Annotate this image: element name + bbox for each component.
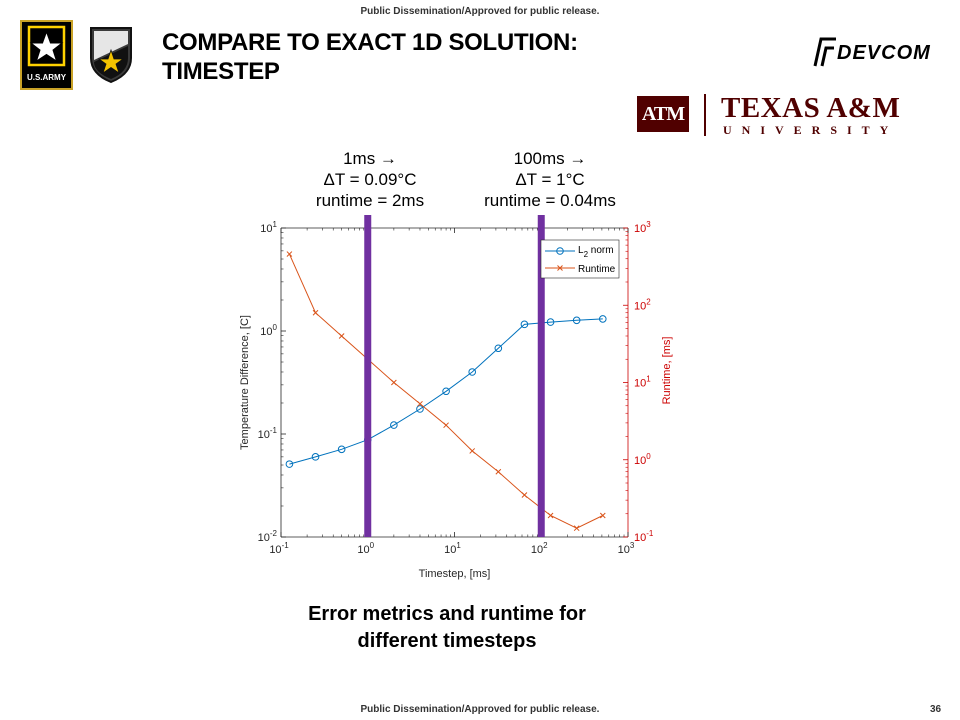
- x-tick-label: 10-1: [269, 541, 289, 556]
- x-axis-label: Timestep, [ms]: [419, 568, 491, 580]
- caption-line-2: different timesteps: [357, 630, 537, 652]
- legend-l2-marker: [556, 247, 564, 255]
- y-left-tick-label: 10-2: [258, 529, 278, 544]
- caption-line-1: Error metrics and runtime for: [308, 603, 586, 625]
- runtime-point: [599, 512, 606, 519]
- series-line-l2-norm: [289, 318, 603, 465]
- runtime-point: [391, 379, 397, 386]
- y-right-tick-label: 103: [634, 220, 651, 235]
- runtime-point: [469, 448, 476, 454]
- x-tick-label: 100: [357, 541, 374, 556]
- x-tick-label: 102: [531, 541, 548, 556]
- y-left-axis-label: Temperature Difference, [C]: [239, 315, 251, 450]
- devcom-logo: DEVCOM: [810, 36, 940, 72]
- l2-norm-point: [442, 387, 450, 396]
- l2-norm-point: [468, 368, 477, 376]
- devcom-mark-icon: [813, 37, 836, 67]
- runtime-point: [521, 492, 528, 498]
- l2-norm-point: [520, 320, 529, 329]
- tamu-divider: [704, 94, 706, 136]
- tamu-monogram: ATM: [637, 96, 689, 132]
- title-line-2: TIMESTEP: [162, 58, 280, 85]
- runtime-point: [443, 422, 449, 429]
- l2-norm-point: [572, 316, 581, 325]
- annotation-1ms: 1ms → ΔT = 0.09°C runtime = 2ms: [290, 148, 450, 211]
- l2-norm-point: [337, 445, 346, 454]
- page-number: 36: [930, 704, 942, 715]
- annotation-100ms-line1: 100ms →: [513, 149, 587, 168]
- plot-area: [281, 228, 628, 537]
- l2-norm-point: [311, 453, 320, 461]
- y-right-axis-label: Runtime, [ms]: [661, 337, 673, 405]
- tamu-university: UNIVERSITY: [723, 123, 899, 137]
- l2-norm-point: [285, 460, 294, 468]
- legend-runtime-label: Runtime: [578, 264, 616, 275]
- y-right-tick-label: 10-1: [634, 529, 654, 544]
- y-left-tick-label: 10-1: [258, 426, 278, 441]
- y-left-tick-label: 100: [260, 323, 277, 338]
- runtime-point: [312, 309, 319, 316]
- y-left-tick-label: 101: [260, 220, 277, 235]
- y-right-tick-label: 102: [634, 297, 651, 312]
- legend-l2-label: L2 norm: [578, 245, 614, 259]
- annotation-100ms: 100ms → ΔT = 1°C runtime = 0.04ms: [465, 148, 635, 211]
- l2-norm-point: [390, 421, 398, 429]
- annotation-100ms-line3: runtime = 0.04ms: [484, 191, 616, 210]
- slide-title: COMPARE TO EXACT 1D SOLUTION: TIMESTEP: [162, 28, 682, 86]
- army-logo-text: U.S.ARMY: [26, 73, 67, 82]
- runtime-point: [286, 251, 293, 257]
- release-notice-bottom: Public Dissemination/Approved for public…: [360, 704, 600, 715]
- figure-caption: Error metrics and runtime for different …: [250, 601, 644, 655]
- annotation-1ms-line2: ΔT = 0.09°C: [323, 170, 417, 189]
- timestep-marker-line: [537, 215, 545, 537]
- timestep-marker-line: [364, 215, 372, 537]
- legend-runtime-marker: [557, 265, 563, 271]
- timestep-chart: 10-1 100 101 102 10310-210-110010110-1100101…: [239, 215, 673, 580]
- runtime-point: [417, 400, 423, 407]
- runtime-point: [573, 525, 580, 532]
- y-right-tick-label: 100: [634, 452, 651, 467]
- y-right-tick-label: 101: [634, 375, 651, 390]
- release-notice-top: Public Dissemination/Approved for public…: [360, 6, 600, 17]
- annotation-1ms-line1: 1ms →: [343, 149, 397, 168]
- star-icon: [27, 25, 66, 67]
- devcom-logo-text: DEVCOM: [837, 42, 931, 64]
- runtime-point: [547, 512, 554, 519]
- runtime-point: [495, 468, 502, 475]
- x-tick-label: 101: [444, 541, 461, 556]
- l2-norm-point: [546, 318, 555, 326]
- texas-am-logo: ATM TEXAS A&M UNIVERSITY: [637, 92, 937, 140]
- us-army-logo: U.S.ARMY: [20, 20, 73, 90]
- l2-norm-point: [598, 315, 607, 323]
- annotation-1ms-line3: runtime = 2ms: [315, 191, 425, 210]
- x-tick-label: 103: [618, 541, 635, 556]
- l2-norm-point: [494, 344, 503, 353]
- runtime-point: [338, 333, 345, 339]
- l2-norm-point: [416, 405, 424, 413]
- shield-star-icon: [90, 27, 132, 84]
- legend-box: [540, 239, 620, 279]
- tamu-wordmark: TEXAS A&M: [721, 92, 901, 124]
- title-line-1: COMPARE TO EXACT 1D SOLUTION:: [162, 29, 578, 56]
- annotation-100ms-line2: ΔT = 1°C: [515, 170, 585, 189]
